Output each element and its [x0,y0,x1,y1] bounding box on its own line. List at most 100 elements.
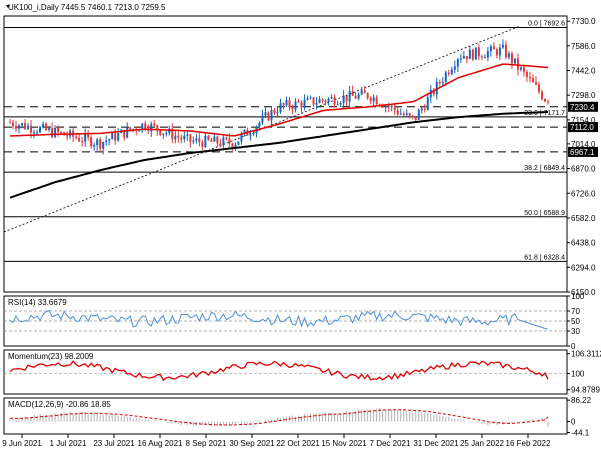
candle-body-down [210,139,213,142]
fib-level-label: 0.0 | 7692.6 [528,21,565,28]
candle-body-up [126,127,129,138]
candle-body-down [345,95,348,102]
candle-body-down [354,95,357,99]
candle-body-down [81,141,84,143]
momentum-tick-label: 100 [571,370,585,379]
candle-body-down [369,98,372,102]
fib-level-label: 61.8 | 6328.4 [524,254,565,261]
price-tag-box [568,146,598,157]
candle-body-up [336,104,339,106]
candle-body-up [462,56,465,59]
macd-header: MACD(12,26,9) -20.86 18.85 [8,400,111,409]
candle-body-down [216,136,219,144]
price-tick-label: 6438.0 [571,239,596,248]
candle-body-down [492,46,495,50]
candle-body-up [237,141,240,145]
candle-body-down [402,113,405,116]
candle-body-down [510,53,513,64]
candle-body-up [240,134,243,142]
candle-body-down [30,125,33,133]
rsi-tick-label: 50 [571,317,580,326]
candle-body-up [234,144,237,148]
price-tag-box [568,101,598,112]
candle-body-down [129,127,132,131]
candle-body-up [501,44,504,48]
candle-body-down [171,128,174,140]
candle-body-up [420,108,423,111]
candle-body-down [471,49,474,60]
candle-body-up [456,59,459,67]
price-tick-label: 6582.0 [571,214,596,223]
price-tag-label: 7230.4 [570,103,595,112]
price-tick-label: 7586.0 [571,42,596,51]
candle-body-down [87,133,90,138]
dropdown-triangle-icon [6,5,10,8]
candle-body-down [516,58,519,70]
rsi-tick-label: 100 [571,292,585,301]
candle-body-up [384,105,387,108]
candle-body-up [360,90,363,95]
candle-body-down [12,122,15,127]
momentum-header: Momentum(23) 98.2009 [8,352,94,361]
date-tick-label: 23 Jul 2021 [93,439,135,448]
candle-body-up [348,91,351,102]
candle-body-down [144,123,147,129]
candle-body-down [393,106,396,111]
candle-body-up [150,123,153,132]
candle-body-up [105,140,108,143]
candle-body-down [312,97,315,105]
candle-body-up [519,67,522,70]
candle-body-down [387,105,390,107]
candle-body-down [159,130,162,136]
candle-body-down [198,138,201,143]
momentum-tick-label: 94.8789 [571,386,600,395]
candle-body-up [48,127,51,130]
candle-body-down [363,90,366,94]
candle-body-up [270,110,273,121]
candle-body-up [108,139,111,141]
symbol-header: UK100_i,Daily 7445.5 7460.1 7213.0 7259.… [8,3,166,12]
date-tick-label: 9 Jun 2021 [2,439,42,448]
price-tick-label: 6726.0 [571,189,596,198]
candle-body-down [531,78,534,83]
candle-body-up [315,102,318,105]
candle-body-up [339,103,342,105]
candle-body-up [102,142,105,149]
candle-body-down [351,91,354,96]
candle-body-down [90,137,93,147]
candle-body-up [261,115,264,123]
candle-body-down [207,135,210,140]
candle-body-up [390,106,393,108]
candle-body-down [9,122,11,124]
price-tick-label: 6870.0 [571,165,596,174]
candle-body-down [528,76,531,79]
candle-body-up [453,66,456,70]
candle-body-down [396,110,399,115]
price-tick-label: 7730.0 [571,17,596,26]
candle-body-up [468,49,471,59]
candle-body-down [333,97,336,105]
candle-body-down [366,93,369,99]
ema50-line [9,63,549,137]
candle-body-down [465,56,468,59]
candle-body-up [21,123,24,126]
candle-body-up [399,113,402,115]
candle-body-down [273,110,276,114]
candle-body-up [84,133,87,142]
candle-body-up [459,58,462,60]
ema200-line [9,111,549,199]
candle-body-up [27,125,30,129]
date-tick-label: 7 Dec 2021 [370,439,411,448]
candle-body-down [282,103,285,106]
momentum-panel: 106.3112 100 94.8789 [4,350,601,395]
candle-body-down [522,67,525,72]
date-tick-label: 30 Sep 2021 [229,439,275,448]
price-tick-label: 7014.0 [571,140,596,149]
candle-body-up [138,130,141,132]
candle-body-up [213,136,216,142]
candle-body-down [504,44,507,58]
candle-body-up [174,135,177,140]
